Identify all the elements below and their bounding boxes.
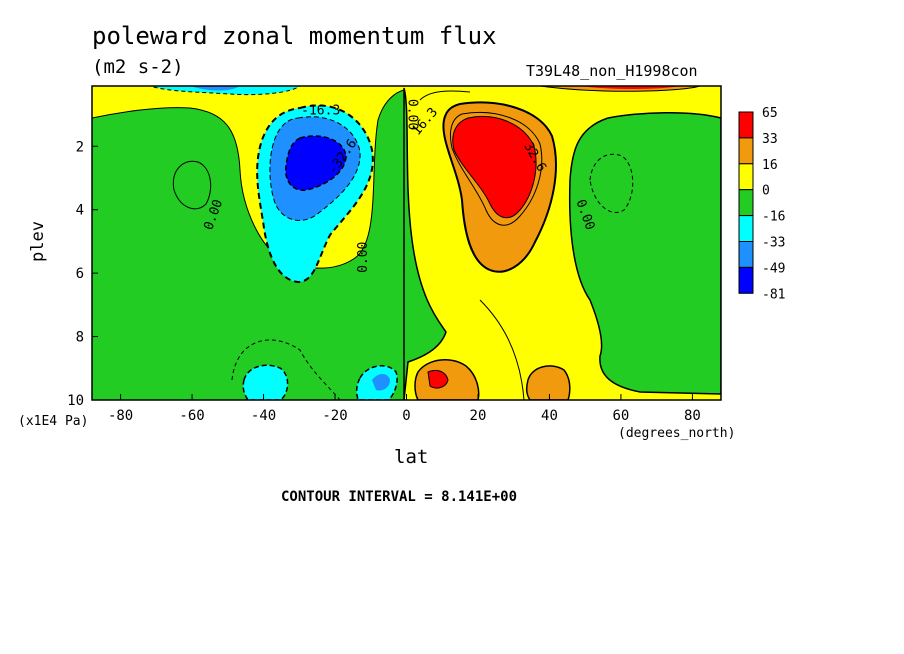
x-tick-label: 20 [470,408,487,424]
x-tick-label: -80 [108,408,133,424]
colorbar-label: -49 [762,261,785,276]
colorbar-label: -33 [762,236,785,251]
y-tick-label: 10 [67,393,84,409]
colorbar-label: 16 [762,158,778,173]
colorbar-swatch [739,164,753,190]
colorbar-label: 33 [762,132,778,147]
colorbar-swatch [739,242,753,268]
y-tick-label: 4 [76,203,84,219]
colorbar-swatch [739,267,753,293]
y-tick-label: 2 [76,139,84,155]
field-positive-surface-2 [527,366,570,400]
colorbar-label: -16 [762,210,785,225]
contour-fields [92,86,721,400]
colorbar-swatch [739,112,753,138]
field-negative-surface-1 [243,365,287,400]
colorbar-swatch [739,190,753,216]
colorbar-swatch [739,216,753,242]
colorbar-swatch [739,138,753,164]
y-tick-label: 6 [76,266,84,282]
y-tick-label: 8 [76,330,84,346]
x-tick-label: 40 [541,408,558,424]
contour-label: -16.3 [301,104,340,119]
colorbar: 65 33 16 0 -16 -33 -49 -81 [739,106,785,302]
colorbar-label: -81 [762,287,785,302]
x-tick-label: 60 [613,408,630,424]
x-tick-label: -20 [322,408,347,424]
x-tick-label: -40 [251,408,276,424]
colorbar-label: 0 [762,184,770,199]
x-tick-label: 80 [684,408,701,424]
x-tick-label: -60 [179,408,204,424]
colorbar-label: 65 [762,106,778,121]
x-tick-label: 0 [402,408,410,424]
contour-label: 0.00 [356,242,371,273]
